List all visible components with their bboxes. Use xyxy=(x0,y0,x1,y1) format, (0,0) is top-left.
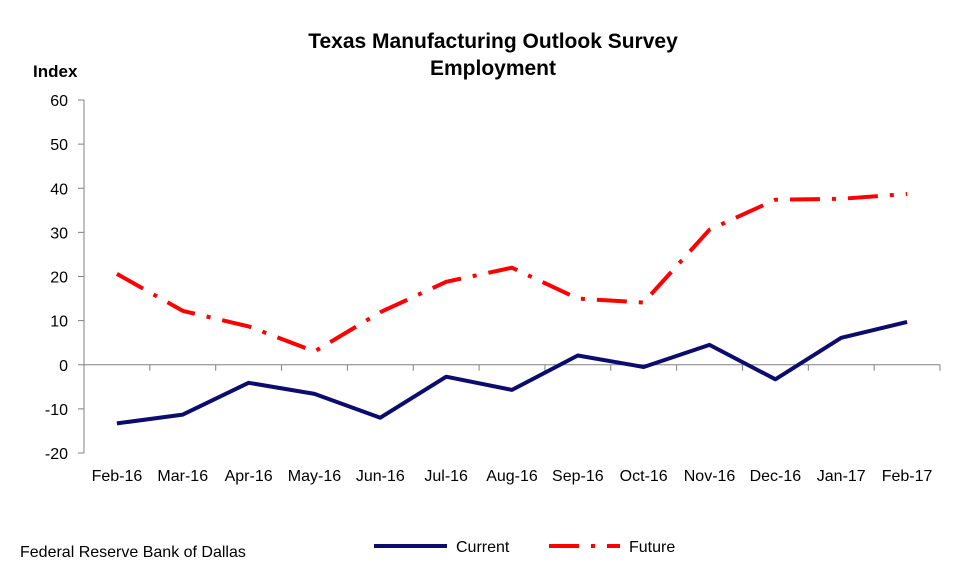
x-tick-label: Jan-17 xyxy=(817,468,866,485)
y-tick-label: 40 xyxy=(50,181,68,198)
legend-label-future: Future xyxy=(629,539,675,556)
x-tick-label: Sep-16 xyxy=(552,468,604,485)
series-layer xyxy=(115,192,908,426)
x-tick-label: Feb-16 xyxy=(92,468,143,485)
y-tick-label: 60 xyxy=(50,93,68,110)
y-tick-label: -20 xyxy=(45,446,68,463)
x-tick-label: May-16 xyxy=(288,468,341,485)
series-line-current xyxy=(116,319,908,426)
x-tick-label: Nov-16 xyxy=(684,468,736,485)
x-tick-label: Jul-16 xyxy=(424,468,468,485)
y-tick-label: 10 xyxy=(50,314,68,331)
y-tick-label: 30 xyxy=(50,225,68,242)
x-tick-label: Aug-16 xyxy=(486,468,538,485)
y-tick-label: 50 xyxy=(50,137,68,154)
y-tick-label: 20 xyxy=(50,270,68,287)
y-axis-label: Index xyxy=(33,62,78,81)
x-tick-label: Oct-16 xyxy=(620,468,668,485)
chart-subtitle: Employment xyxy=(430,57,556,80)
series-line-future xyxy=(115,192,908,354)
x-tick-label: Mar-16 xyxy=(157,468,208,485)
legend: Current Future xyxy=(374,539,675,556)
x-tick-label: Feb-17 xyxy=(882,468,933,485)
y-tick-label: 0 xyxy=(59,358,68,375)
x-tick-label: Jun-16 xyxy=(356,468,405,485)
x-tick-label: Dec-16 xyxy=(750,468,802,485)
y-tick-label: -10 xyxy=(45,402,68,419)
y-tick-labels: 60 50 40 30 20 10 0 -10 -20 xyxy=(45,93,68,463)
x-tick-label: Apr-16 xyxy=(225,468,273,485)
axes xyxy=(78,99,941,454)
x-tick-labels: Feb-16 Mar-16 Apr-16 May-16 Jun-16 Jul-16 Aug-… xyxy=(92,468,933,485)
chart-title: Texas Manufacturing Outlook Survey xyxy=(308,30,678,53)
legend-label-current: Current xyxy=(456,539,510,556)
source-note: Federal Reserve Bank of Dallas xyxy=(20,544,246,561)
